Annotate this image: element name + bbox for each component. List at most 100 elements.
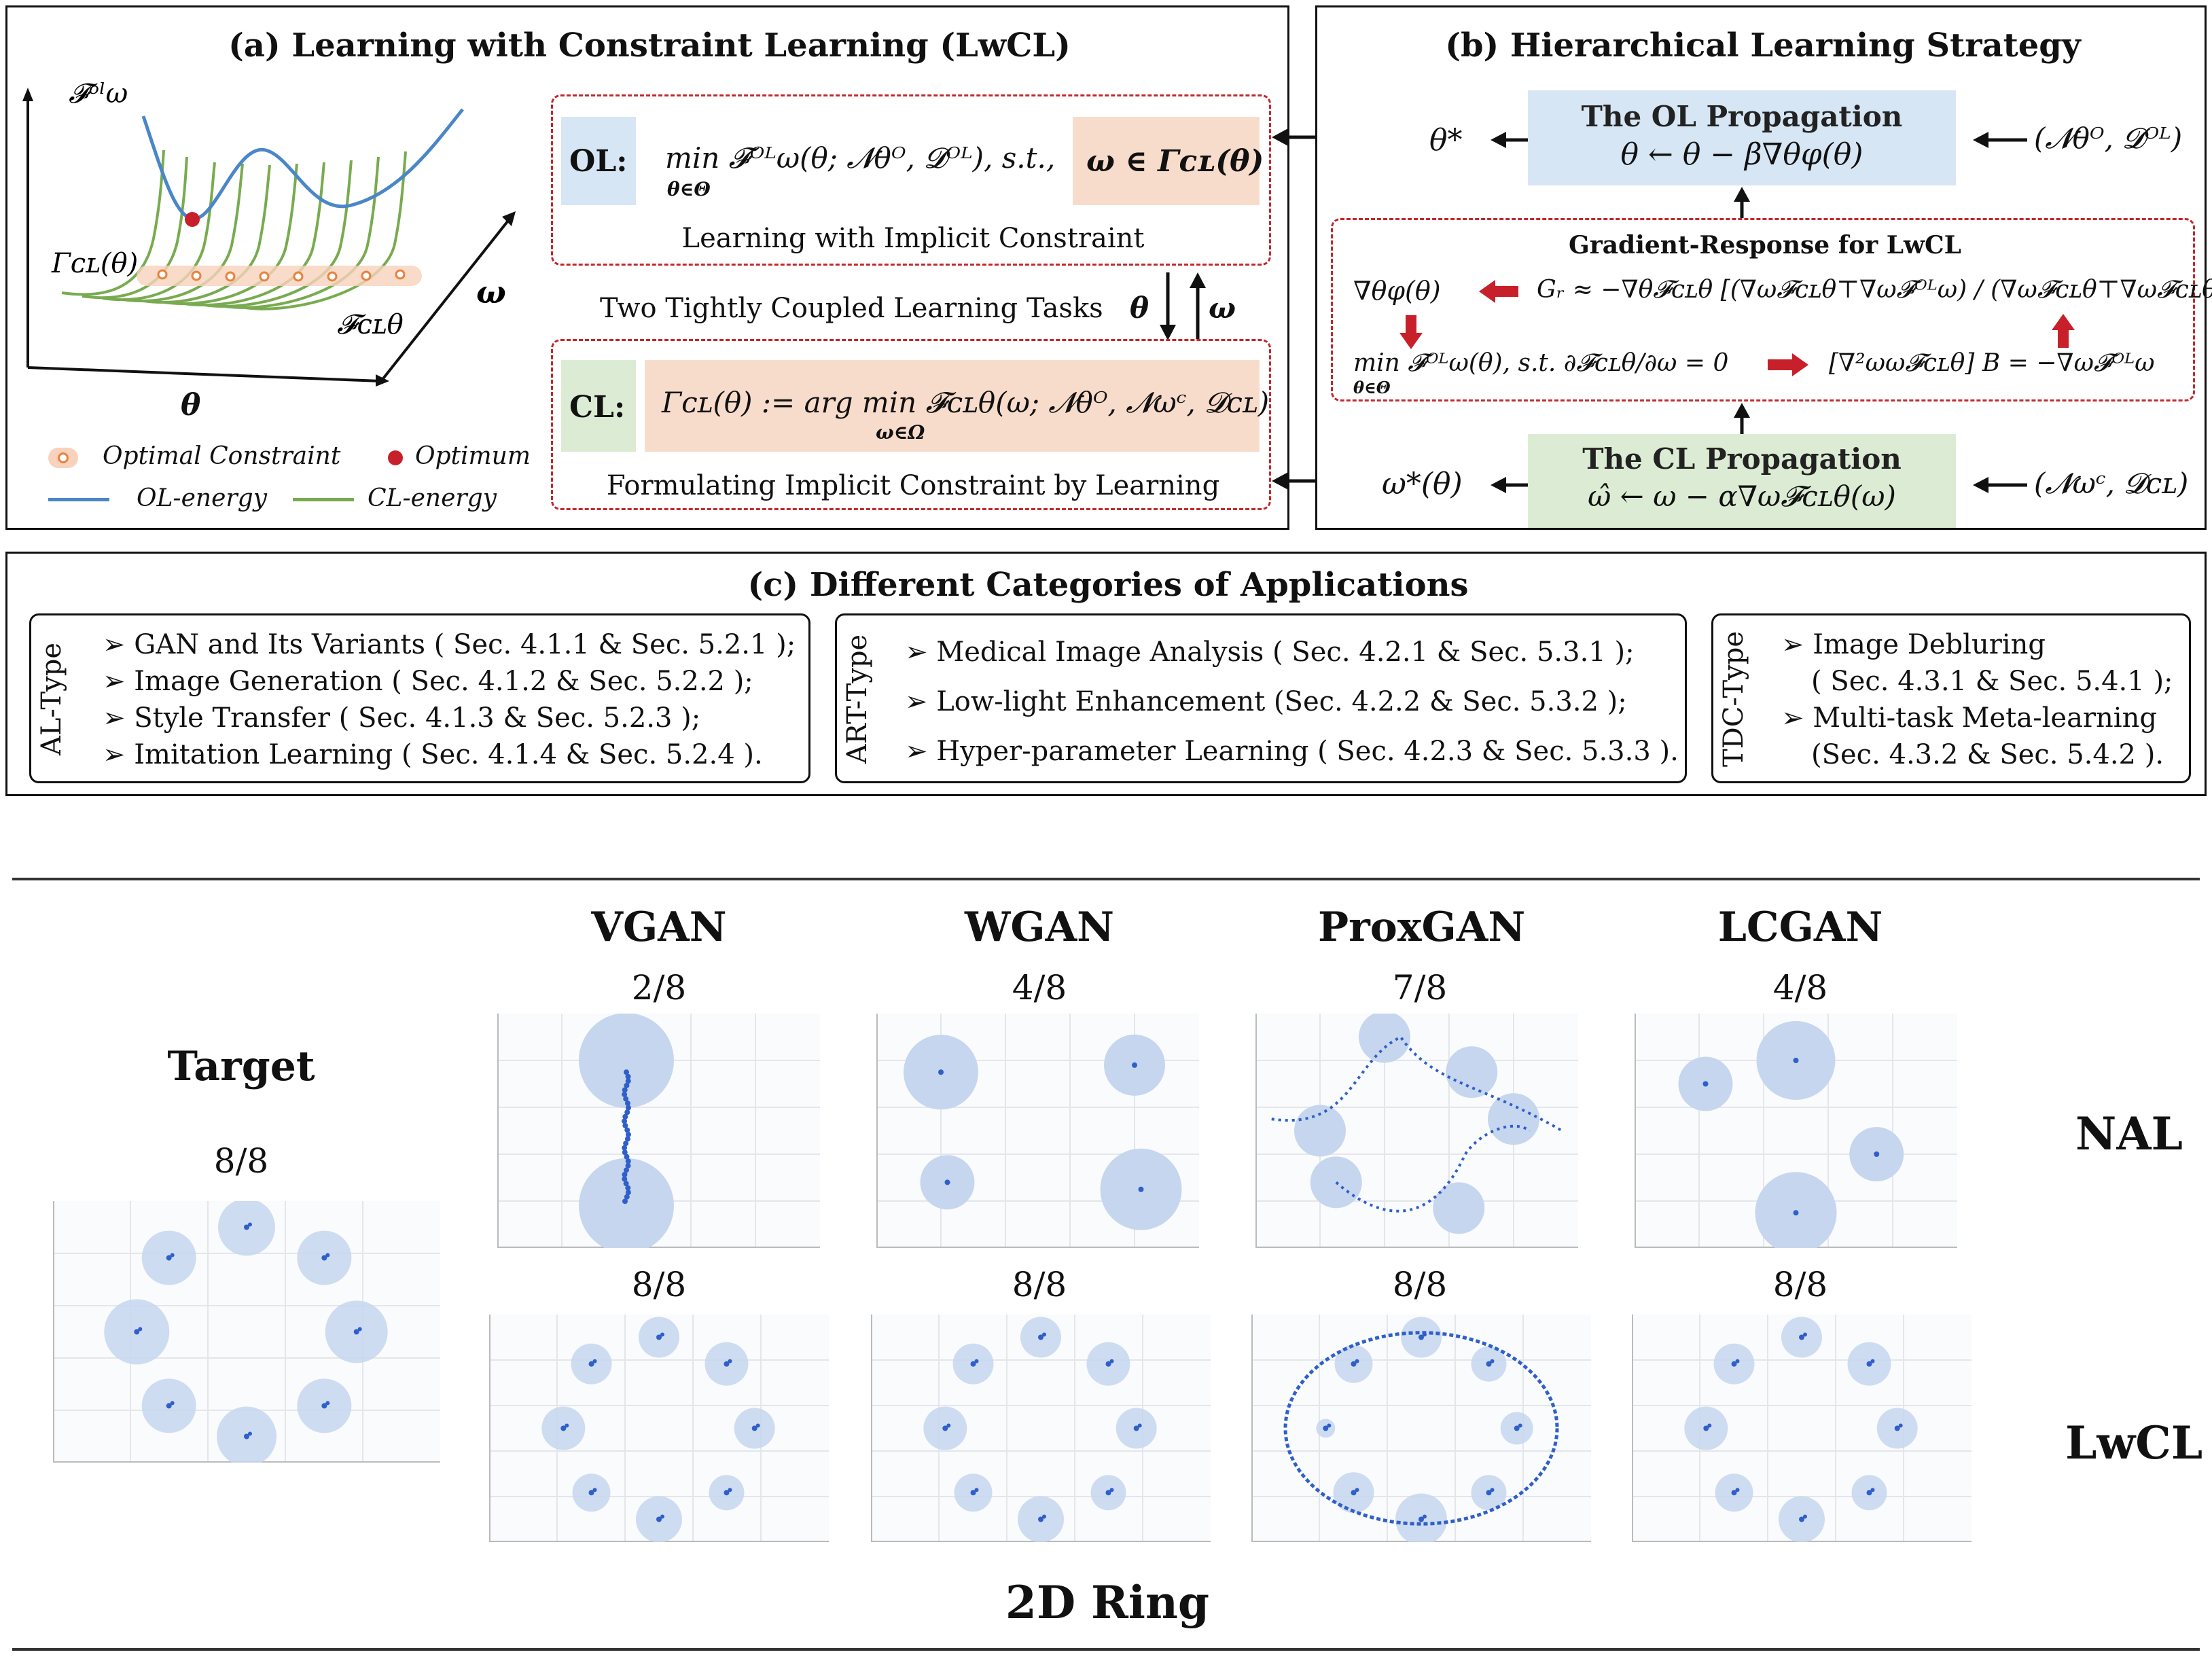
ol-constraint-bg bbox=[1073, 117, 1260, 205]
method-header: VGAN bbox=[591, 904, 727, 951]
cl-formula-sub: ω∈Ω bbox=[876, 421, 925, 444]
top-rule bbox=[12, 878, 2200, 880]
mode-circle bbox=[709, 1475, 745, 1511]
panel-a: (a) Learning with Constraint Learning (L… bbox=[5, 5, 1289, 530]
mode-circle bbox=[923, 1406, 967, 1450]
mode-circle bbox=[952, 1343, 994, 1384]
group-tdc: TDC-Type ➢ Image Debluring ( Sec. 4.3.1 … bbox=[1711, 613, 2191, 783]
cl-propagation-box: The CL Propagation ω̂ ← ω − α∇ω𝓕ᴄʟθ(ω) bbox=[1528, 434, 1956, 528]
ol-energy-line-icon bbox=[48, 498, 109, 501]
list-item: ( Sec. 4.3.1 & Sec. 5.4.1 ); bbox=[1811, 666, 2173, 697]
plot-lcgan-nal bbox=[1635, 1014, 1957, 1248]
legend-optimum: Optimum bbox=[415, 442, 531, 470]
optimum-icon bbox=[388, 450, 403, 465]
mode-circle bbox=[1116, 1408, 1157, 1449]
mode-circle bbox=[1781, 1317, 1822, 1358]
legend: Optimal Constraint Optimum OL-energy CL-… bbox=[48, 442, 537, 524]
red-arrow-down bbox=[1399, 315, 1423, 349]
cl-energy-line-icon bbox=[293, 498, 354, 501]
mode-circle bbox=[1851, 1475, 1887, 1511]
mode-circle bbox=[297, 1230, 352, 1285]
plot-vgan-lwcl bbox=[489, 1315, 829, 1542]
list-item: ➢ Hyper-parameter Learning ( Sec. 4.2.3 … bbox=[905, 736, 1679, 767]
grad-min: min 𝓕ᴼᴸω(θ), s.t. ∂𝓕ᴄʟθ/∂ω = 0 bbox=[1353, 349, 1729, 377]
red-arrow-right bbox=[1768, 353, 1808, 376]
ol-formula-sub: θ∈Θ bbox=[667, 178, 711, 200]
mode-circle bbox=[1086, 1342, 1130, 1386]
label-F-ol: 𝓕ᵒˡω bbox=[69, 78, 128, 109]
cl-tag-bg bbox=[561, 360, 636, 452]
cl-input: (𝓝ωᶜ, 𝓓ᴄʟ) bbox=[2034, 467, 2189, 500]
nal-score: 7/8 bbox=[1392, 968, 1448, 1007]
mode-circle bbox=[704, 1342, 749, 1386]
cl-input-arrow bbox=[1973, 477, 2027, 493]
mode-circle bbox=[639, 1317, 679, 1358]
list-item: ➢ Image Debluring bbox=[1781, 629, 2046, 660]
nal-score: 4/8 bbox=[1772, 968, 1828, 1007]
label-F-cl: 𝓕ᴄʟθ bbox=[337, 309, 404, 340]
axis-omega: ω bbox=[476, 274, 506, 310]
cl-caption: Formulating Implicit Constraint by Learn… bbox=[606, 470, 1220, 501]
group-art-list: ➢ Medical Image Analysis ( Sec. 4.2.1 & … bbox=[905, 628, 1679, 776]
list-item: ➢ GAN and Its Variants ( Sec. 4.1.1 & Se… bbox=[103, 629, 796, 660]
panel-b-title: (b) Hierarchical Learning Strategy bbox=[1445, 26, 2081, 65]
mode-circle bbox=[1090, 1475, 1126, 1511]
ol-caption: Learning with Implicit Constraint bbox=[681, 223, 1145, 254]
cl-propagation-title: The CL Propagation bbox=[1582, 442, 1902, 476]
mode-circle bbox=[1847, 1342, 1891, 1386]
mode-circle bbox=[141, 1230, 196, 1285]
arrow-omega-label: ω bbox=[1209, 291, 1236, 325]
plot-lcgan-lwcl bbox=[1632, 1315, 1972, 1542]
plot-target bbox=[53, 1201, 440, 1463]
mode-circle bbox=[1500, 1412, 1533, 1445]
gradient-response-title: Gradient-Response for LwCL bbox=[1569, 231, 1961, 260]
list-item: ➢ Image Generation ( Sec. 4.1.2 & Sec. 5… bbox=[103, 666, 753, 697]
ol-tag: OL: bbox=[569, 144, 628, 179]
target-label: Target bbox=[167, 1043, 315, 1090]
method-header: WGAN bbox=[964, 904, 1115, 951]
panel-c: (c) Different Categories of Applications… bbox=[5, 552, 2207, 796]
mode-circle bbox=[141, 1378, 196, 1433]
legend-cl-energy: CL-energy bbox=[368, 484, 497, 512]
method-header: LCGAN bbox=[1717, 904, 1883, 951]
label-gamma: Γᴄʟ(θ) bbox=[51, 248, 138, 279]
mode-circle bbox=[218, 1201, 275, 1256]
ol-tag-bg bbox=[561, 117, 636, 205]
grad-min-sub: θ∈Θ bbox=[1353, 378, 1391, 397]
group-al-type: AL-Type bbox=[36, 642, 67, 756]
legend-optimal-constraint: Optimal Constraint bbox=[103, 442, 341, 470]
ol-box: OL: min 𝓕ᴼᴸω(θ; 𝓝θᴼ, 𝓓ᴼᴸ), s.t., θ∈Θ ω ∈… bbox=[551, 94, 1271, 266]
grad-B: [∇²ωω𝓕ᴄʟθ] B = −∇ω𝓕ᴼᴸω bbox=[1829, 349, 2155, 377]
cl-propagation-formula: ω̂ ← ω − α∇ω𝓕ᴄʟθ(ω) bbox=[1588, 480, 1896, 513]
cl-tag: CL: bbox=[569, 390, 626, 425]
ol-formula: min 𝓕ᴼᴸω(θ; 𝓝θᴼ, 𝓓ᴼᴸ), s.t., bbox=[665, 141, 1056, 175]
list-item: ➢ Multi-task Meta-learning bbox=[1781, 702, 2157, 734]
mode-circle bbox=[1713, 1343, 1755, 1384]
plot-wgan-lwcl bbox=[871, 1315, 1211, 1542]
arrow-theta-label: θ bbox=[1130, 291, 1149, 325]
grad-GR: Gᵣ ≈ −∇θ𝓕ᴄʟθ [(∇ω𝓕ᴄʟθ⊤∇ω𝓕ᴼᴸω) / (∇ω𝓕ᴄʟθ⊤… bbox=[1537, 276, 2212, 304]
gradient-response-box: Gradient-Response for LwCL ∇θφ(θ) Gᵣ ≈ −… bbox=[1331, 218, 2212, 401]
row-label-nal: NAL bbox=[2075, 1107, 2183, 1160]
panel-c-title: (c) Different Categories of Applications bbox=[747, 566, 1469, 604]
axis-theta-label: θ bbox=[181, 388, 201, 423]
red-arrow-left bbox=[1479, 280, 1518, 303]
list-item: ➢ Low-light Enhancement (Sec. 4.2.2 & Se… bbox=[905, 686, 1627, 717]
ol-propagation-formula: θ ← θ − β∇θφ(θ) bbox=[1620, 137, 1863, 172]
mode-circle bbox=[1395, 1493, 1447, 1542]
list-item: ➢ Style Transfer ( Sec. 4.1.3 & Sec. 5.2… bbox=[103, 702, 701, 734]
mode-circle bbox=[1020, 1317, 1061, 1358]
list-item: ➢ Medical Image Analysis ( Sec. 4.2.1 & … bbox=[905, 637, 1635, 668]
target-score: 8/8 bbox=[213, 1141, 269, 1181]
list-item: ➢ Imitation Learning ( Sec. 4.1.4 & Sec.… bbox=[103, 739, 763, 770]
ol-constraint: ω ∈ Γᴄʟ(θ) bbox=[1086, 144, 1264, 179]
mode-circle bbox=[1401, 1317, 1442, 1358]
mode-circle bbox=[104, 1299, 170, 1365]
mode-circle bbox=[1316, 1418, 1336, 1438]
mode-circle bbox=[1018, 1496, 1064, 1542]
mode-circle bbox=[541, 1406, 586, 1450]
bottom-rule bbox=[12, 1648, 2200, 1651]
plot-proxgan-lwcl bbox=[1251, 1315, 1591, 1542]
legend-ol-energy: OL-energy bbox=[137, 484, 267, 512]
panel-b: (b) Hierarchical Learning Strategy θ* Th… bbox=[1315, 5, 2212, 530]
